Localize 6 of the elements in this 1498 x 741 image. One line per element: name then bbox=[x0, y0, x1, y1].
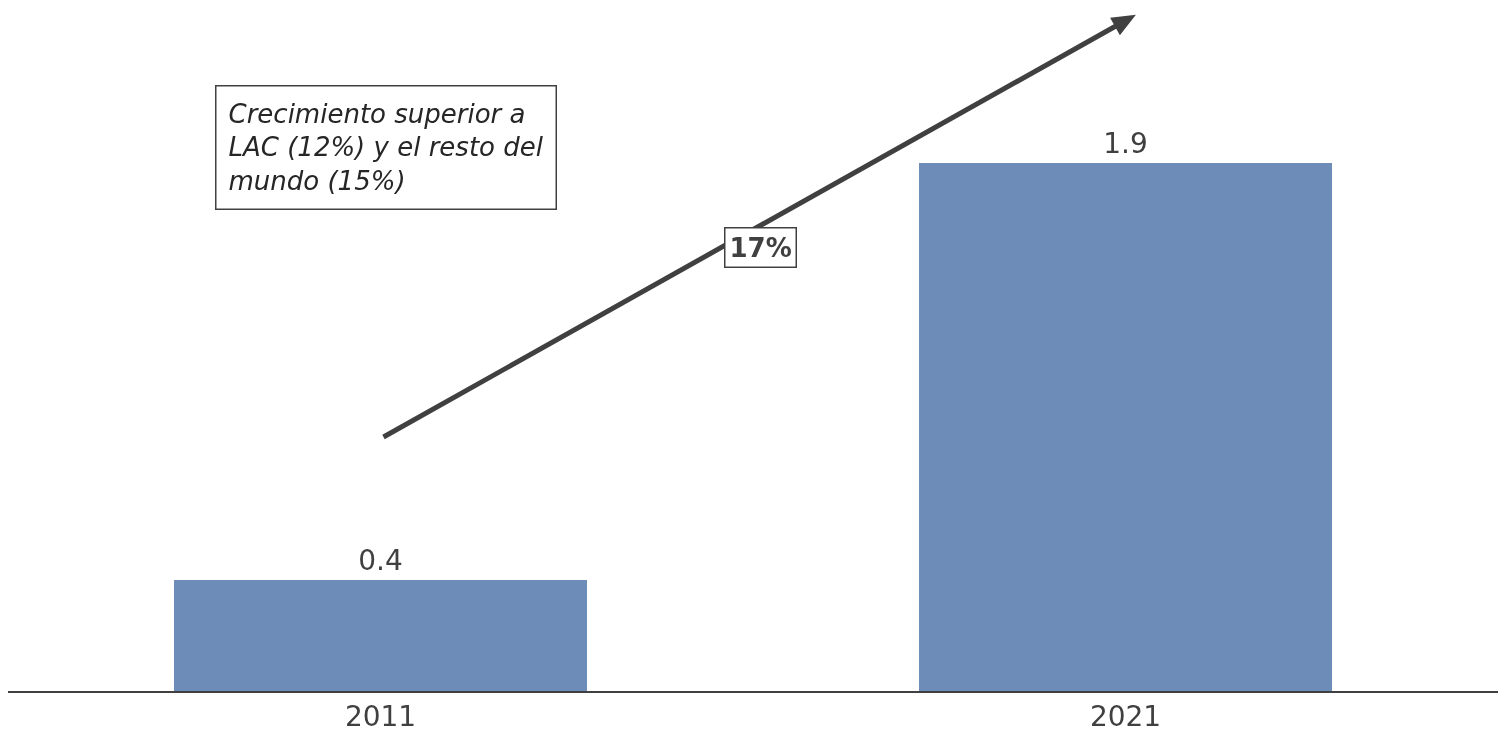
annotation: Crecimiento superior a LAC (12%) y el resto del mundo (15%) bbox=[228, 98, 544, 197]
data-label: 0.4 bbox=[358, 544, 403, 577]
data-label: 1.9 bbox=[1103, 127, 1148, 160]
annotation: 17% bbox=[729, 232, 792, 263]
x-tick-label: 2011 bbox=[344, 700, 417, 734]
x-tick-label: 2021 bbox=[1089, 700, 1162, 734]
